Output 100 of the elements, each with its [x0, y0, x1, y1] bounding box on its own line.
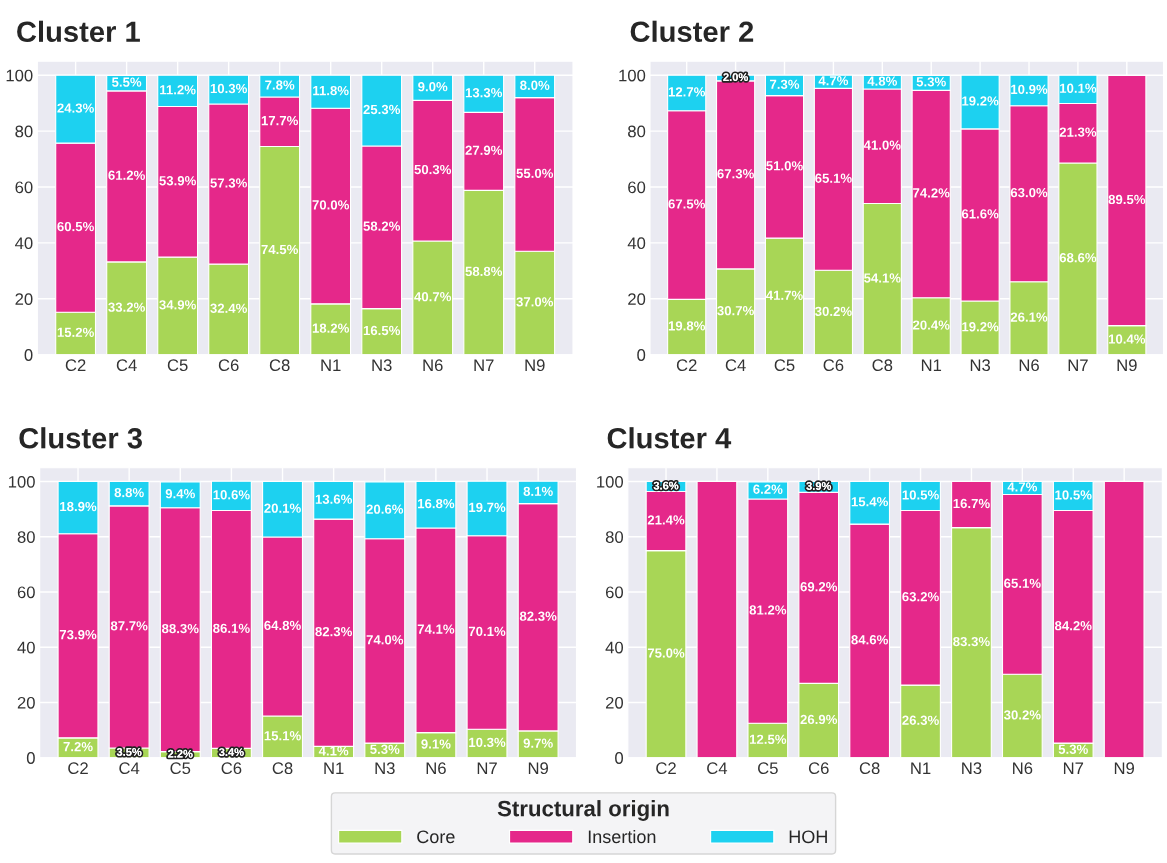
data-label: 8.0%: [520, 80, 550, 90]
data-label: 86.1%: [213, 623, 250, 633]
data-label: 10.4%: [1108, 334, 1146, 344]
data-label: 11.8%: [313, 85, 349, 96]
data-label: 6.2%: [753, 484, 783, 494]
legend-label: HOH: [789, 830, 827, 844]
data-label: 40.7%: [414, 292, 452, 302]
data-label: 41.0%: [863, 140, 901, 150]
data-label: 61.2%: [108, 170, 145, 180]
data-label: 9.7%: [523, 738, 553, 748]
data-label: 4.7%: [1007, 482, 1038, 492]
data-label: 20.4%: [912, 320, 950, 330]
data-label: 18.2%: [312, 323, 350, 333]
data-label: 3.6%: [653, 481, 679, 490]
data-label: 30.2%: [1003, 710, 1041, 720]
y-tick-label: 100: [619, 69, 646, 82]
data-label: 5.3%: [916, 77, 946, 87]
x-tick-label: N9: [528, 762, 549, 775]
x-tick-label: C4: [707, 762, 728, 775]
data-label: 74.0%: [366, 635, 404, 645]
data-label: 12.5%: [749, 734, 787, 744]
data-label: 84.2%: [1054, 621, 1092, 631]
data-label: 32.4%: [210, 303, 248, 313]
x-tick-label: C6: [221, 762, 242, 775]
legend-label: Insertion: [588, 829, 656, 844]
data-label: 3.9%: [806, 482, 832, 490]
data-label: 54.1%: [864, 273, 901, 283]
y-tick-label: 40: [627, 237, 646, 250]
data-label: 19.7%: [469, 502, 506, 513]
legend-title: Structural origin: [497, 800, 669, 821]
data-label: 67.3%: [717, 169, 754, 179]
y-tick-label: 60: [605, 586, 624, 599]
data-label: 19.2%: [962, 322, 999, 332]
data-label: 3.5%: [116, 748, 142, 756]
y-tick-label: 100: [6, 69, 33, 82]
data-label: 4.1%: [318, 746, 349, 756]
data-label: 7.3%: [770, 79, 800, 90]
x-tick-label: N9: [1117, 359, 1137, 372]
data-label: 58.8%: [465, 266, 503, 277]
x-tick-label: N7: [1063, 762, 1084, 774]
data-label: 55.0%: [516, 168, 554, 178]
data-label: 33.2%: [108, 302, 145, 312]
data-label: 8.1%: [523, 486, 553, 496]
x-tick-label: N3: [970, 359, 991, 372]
y-tick-label: 0: [615, 752, 624, 764]
data-label: 74.5%: [261, 244, 299, 255]
x-tick-label: C6: [823, 359, 844, 372]
data-label: 15.2%: [57, 327, 94, 337]
data-label: 67.5%: [668, 199, 706, 209]
data-label: 21.4%: [647, 515, 685, 525]
data-label: 15.4%: [851, 497, 888, 507]
y-tick-label: 20: [605, 696, 624, 709]
data-label: 15.1%: [264, 731, 301, 741]
data-label: 5.3%: [370, 744, 400, 754]
y-tick-label: 100: [8, 475, 35, 488]
data-label: 3.4%: [218, 748, 244, 757]
y-tick-label: 60: [15, 181, 33, 194]
data-label: 26.3%: [902, 715, 939, 725]
x-tick-label: C4: [725, 359, 746, 372]
data-label: 25.3%: [363, 104, 401, 115]
y-tick-label: 0: [637, 349, 646, 361]
x-tick-label: N1: [321, 359, 341, 371]
data-label: 74.1%: [417, 624, 455, 634]
x-tick-label: C2: [65, 359, 86, 372]
x-tick-label: C6: [808, 762, 829, 775]
x-tick-label: N6: [1019, 359, 1039, 372]
data-label: 10.3%: [469, 737, 506, 748]
x-tick-label: N1: [911, 762, 931, 774]
x-tick-label: C2: [676, 359, 697, 372]
data-label: 20.1%: [264, 503, 301, 513]
data-label: 87.7%: [110, 621, 148, 631]
data-label: 84.6%: [851, 635, 888, 645]
data-label: 12.7%: [668, 87, 706, 97]
data-label: 5.5%: [111, 77, 142, 87]
data-label: 24.3%: [57, 103, 94, 113]
x-tick-label: C2: [68, 762, 88, 775]
x-tick-label: N1: [324, 762, 344, 774]
x-tick-label: C5: [167, 359, 188, 372]
data-label: 64.8%: [264, 620, 301, 631]
data-label: 9.4%: [165, 489, 195, 499]
y-tick-label: 0: [26, 752, 35, 764]
data-label: 41.7%: [766, 290, 803, 300]
data-label: 16.8%: [418, 498, 455, 509]
y-tick-label: 0: [24, 349, 33, 361]
data-label: 57.3%: [210, 178, 248, 188]
y-tick-label: 80: [15, 125, 33, 138]
data-label: 19.8%: [668, 321, 706, 331]
data-label: 10.6%: [213, 490, 250, 500]
data-label: 10.5%: [902, 490, 939, 500]
x-tick-label: N3: [962, 762, 982, 775]
data-label: 69.2%: [800, 582, 838, 592]
x-tick-label: N9: [525, 359, 545, 372]
y-tick-label: 20: [17, 696, 35, 709]
x-tick-label: N7: [474, 359, 494, 371]
data-label: 70.0%: [312, 200, 350, 210]
x-tick-label: C8: [872, 359, 893, 372]
y-tick-label: 40: [17, 641, 35, 654]
x-tick-label: C8: [269, 359, 290, 372]
y-tick-label: 20: [15, 293, 33, 306]
data-label: 82.3%: [315, 626, 353, 637]
